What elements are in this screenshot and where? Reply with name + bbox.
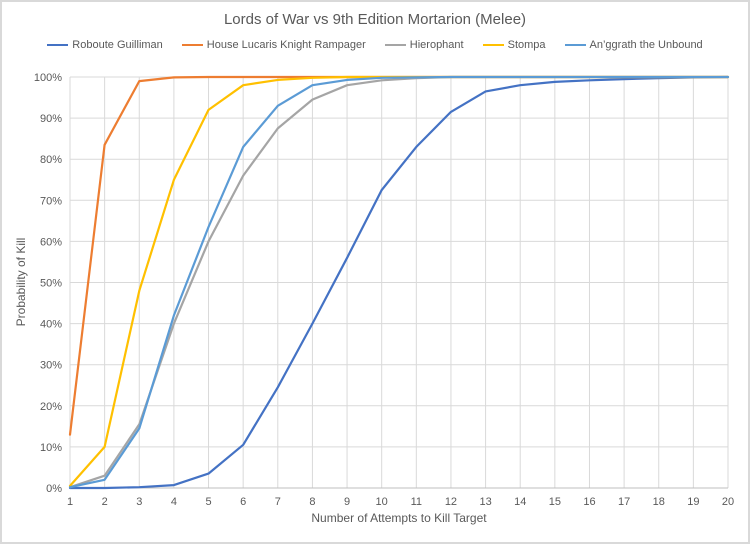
x-tick-label: 5: [205, 496, 211, 508]
y-tick-label: 70%: [40, 195, 62, 207]
x-tick-label: 19: [687, 496, 699, 508]
legend-line-swatch: [47, 44, 69, 46]
legend-item-2: Hierophant: [384, 39, 464, 51]
legend-label: An’ggrath the Unbound: [589, 39, 703, 51]
chart-title: Lords of War vs 9th Edition Mortarion (M…: [223, 11, 527, 28]
y-tick-label: 0%: [46, 483, 62, 495]
y-tick-label: 40%: [40, 319, 62, 331]
y-tick-label: 60%: [40, 236, 62, 248]
y-tick-label: 80%: [40, 154, 62, 166]
x-tick-label: 2: [102, 496, 108, 508]
legend-item-0: Roboute Guilliman: [47, 39, 163, 51]
x-tick-label: 4: [171, 496, 177, 508]
legend-line-swatch: [181, 44, 203, 46]
x-tick-label: 20: [722, 496, 734, 508]
x-tick-label: 12: [445, 496, 457, 508]
legend: Roboute Guilliman House Lucaris Knight Ra…: [0, 39, 750, 51]
x-tick-label: 13: [479, 496, 491, 508]
x-tick-label: 16: [583, 496, 595, 508]
series-line-3: [68, 75, 730, 487]
legend-label: House Lucaris Knight Rampager: [206, 39, 366, 51]
series-line-1: [68, 75, 730, 436]
series-line-0: [68, 75, 730, 490]
y-axis-title: Probability of Kill: [14, 237, 28, 327]
legend-label: Roboute Guilliman: [72, 39, 163, 51]
legend-item-3: Stompa: [482, 39, 546, 51]
legend-line-swatch: [482, 44, 504, 46]
x-tick-label: 10: [376, 496, 388, 508]
y-tick-label: 50%: [40, 278, 62, 290]
y-tick-label: 10%: [40, 442, 62, 454]
x-tick-label: 7: [275, 496, 281, 508]
y-tick-label: 20%: [40, 401, 62, 413]
x-tick-label: 3: [136, 496, 142, 508]
x-tick-label: 9: [344, 496, 350, 508]
y-tick-label: 90%: [40, 113, 62, 125]
x-tick-label: 6: [240, 496, 246, 508]
x-axis-title: Number of Attempts to Kill Target: [311, 511, 487, 525]
legend-label: Stompa: [507, 39, 546, 51]
x-tick-label: 14: [514, 496, 526, 508]
x-tick-label: 18: [653, 496, 665, 508]
y-tick-label: 30%: [40, 360, 62, 372]
legend-line-swatch: [384, 44, 406, 46]
legend-line-swatch: [564, 44, 586, 46]
series-line-4: [68, 75, 730, 489]
x-tick-label: 8: [309, 496, 315, 508]
legend-item-4: An’ggrath the Unbound: [564, 39, 703, 51]
x-tick-label: 17: [618, 496, 630, 508]
legend-item-1: House Lucaris Knight Rampager: [181, 39, 366, 51]
x-tick-label: 1: [67, 496, 73, 508]
x-tick-label: 15: [549, 496, 561, 508]
y-tick-label: 100%: [34, 72, 62, 84]
x-tick-label: 11: [411, 496, 422, 508]
legend-label: Hierophant: [409, 39, 464, 51]
